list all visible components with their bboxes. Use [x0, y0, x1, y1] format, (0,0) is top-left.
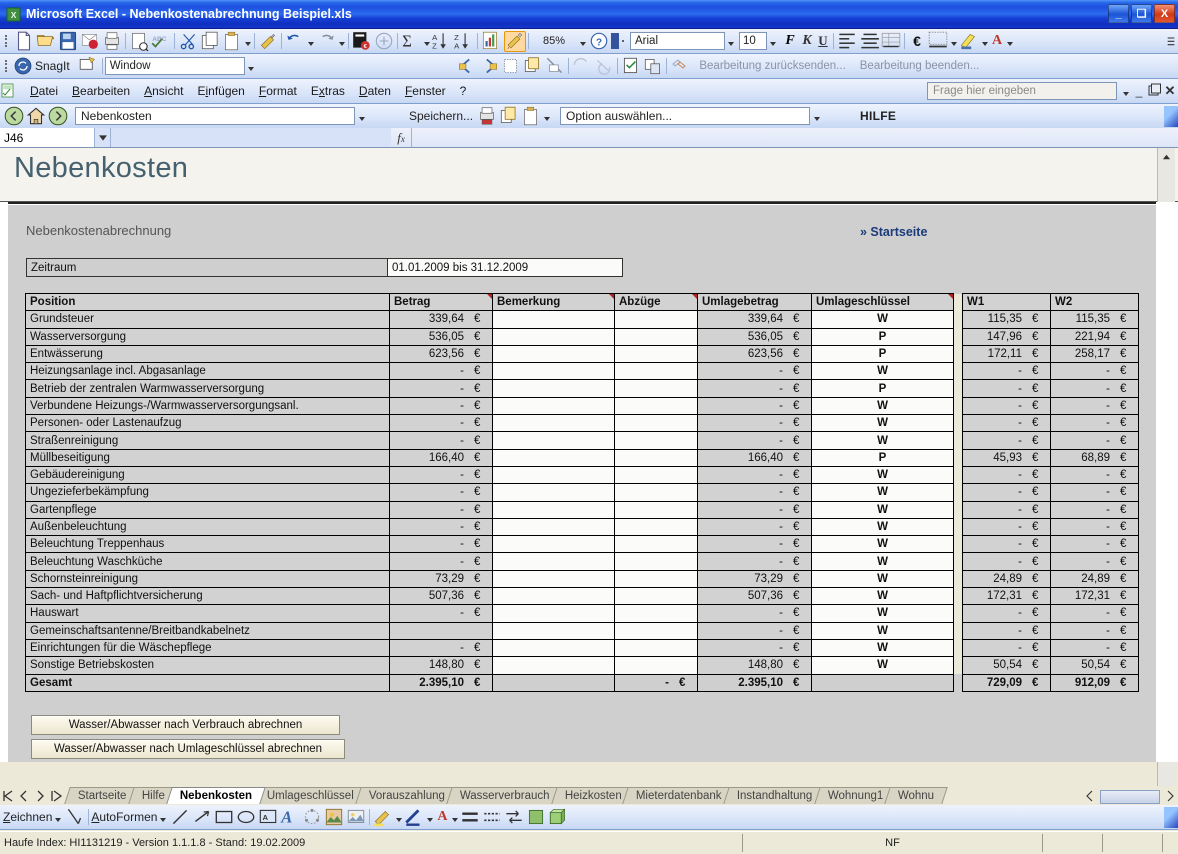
svg-text:A: A [263, 813, 269, 822]
svg-text:€: € [364, 44, 367, 50]
svg-text:Z: Z [454, 33, 459, 42]
svg-text:X: X [11, 10, 17, 20]
svg-text:A: A [454, 42, 460, 51]
svg-text:A: A [281, 808, 293, 827]
svg-text:Z: Z [432, 42, 437, 51]
svg-text:Σ: Σ [402, 32, 412, 51]
svg-text:?: ? [596, 37, 602, 48]
svg-text:A: A [432, 33, 438, 42]
